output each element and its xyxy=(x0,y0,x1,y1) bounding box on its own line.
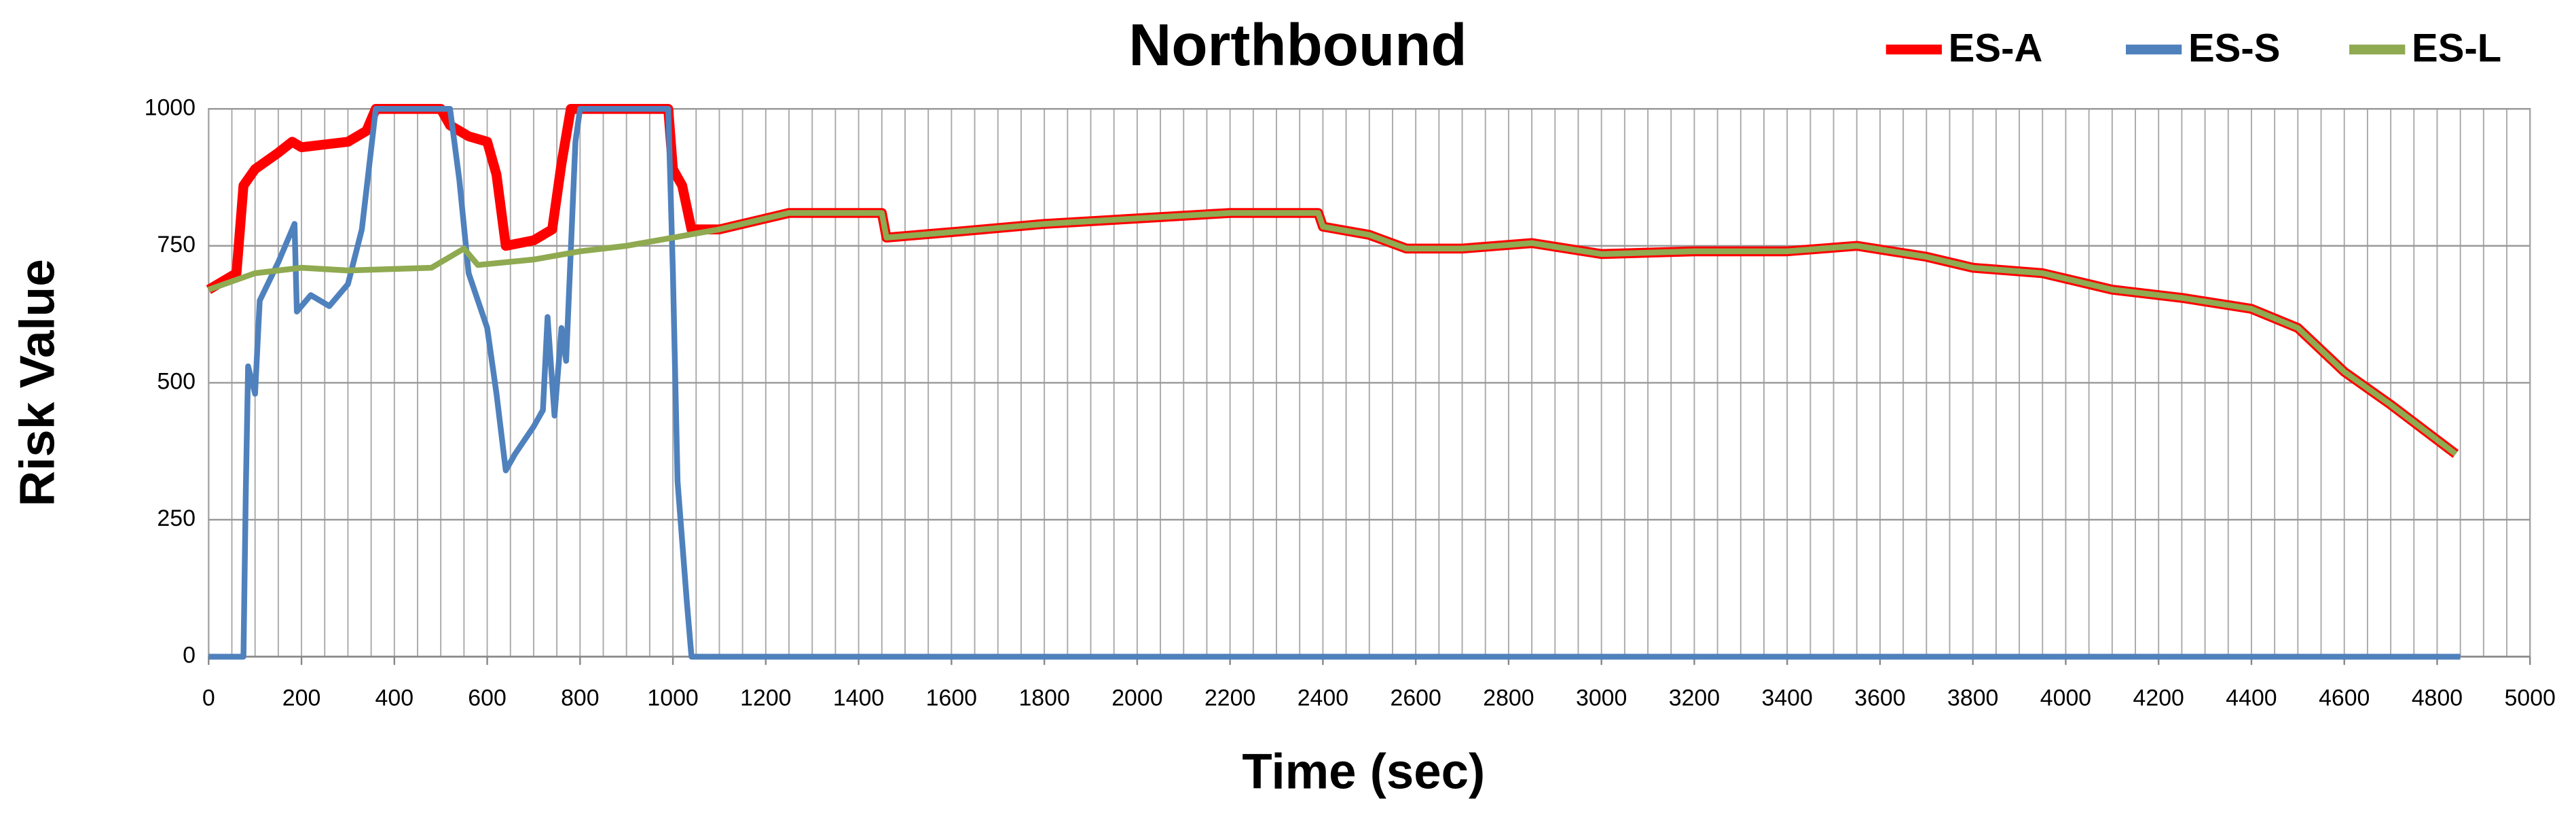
x-tick-label: 200 xyxy=(282,685,321,711)
x-tick-label: 0 xyxy=(202,685,215,711)
x-tick-label: 4600 xyxy=(2319,685,2370,711)
x-tick-label: 3000 xyxy=(1576,685,1627,711)
x-tick-label: 4000 xyxy=(2040,685,2091,711)
x-tick-label: 2400 xyxy=(1298,685,1348,711)
y-tick-label: 250 xyxy=(157,505,196,531)
legend-label: ES-L xyxy=(2412,26,2501,71)
x-tick-label: 1200 xyxy=(740,685,791,711)
x-tick-label: 400 xyxy=(375,685,414,711)
x-tick-label: 4200 xyxy=(2133,685,2184,711)
x-tick-label: 4400 xyxy=(2226,685,2277,711)
x-tick-label: 1400 xyxy=(833,685,884,711)
series-line xyxy=(207,210,2458,457)
x-tick-label: 1800 xyxy=(1018,685,1069,711)
x-tick-label: 2800 xyxy=(1483,685,1534,711)
y-tick-label: 0 xyxy=(183,643,196,669)
x-tick-label: 800 xyxy=(561,685,600,711)
y-tick-label: 1000 xyxy=(145,94,196,120)
y-axis-title: Risk Value xyxy=(10,259,65,506)
y-tick-label: 750 xyxy=(157,232,196,257)
x-axis-title: Time (sec) xyxy=(1242,745,1485,800)
x-tick-label: 1600 xyxy=(926,685,977,711)
x-tick-label: 5000 xyxy=(2505,685,2556,711)
x-tick-label: 600 xyxy=(468,685,507,711)
legend-label: ES-S xyxy=(2188,26,2280,71)
x-tick-label: 3400 xyxy=(1762,685,1813,711)
x-tick-label: 2000 xyxy=(1111,685,1162,711)
x-tick-label: 3800 xyxy=(1947,685,1998,711)
x-tick-label: 4800 xyxy=(2412,685,2463,711)
y-tick-label: 500 xyxy=(157,368,196,394)
chart-title: Northbound xyxy=(1128,12,1467,78)
x-tick-label: 3200 xyxy=(1669,685,1720,711)
x-tick-label: 2200 xyxy=(1204,685,1255,711)
legend-label: ES-A xyxy=(1949,26,2043,71)
x-tick-label: 3600 xyxy=(1854,685,1905,711)
x-tick-label: 2600 xyxy=(1390,685,1441,711)
x-tick-label: 1000 xyxy=(647,685,698,711)
